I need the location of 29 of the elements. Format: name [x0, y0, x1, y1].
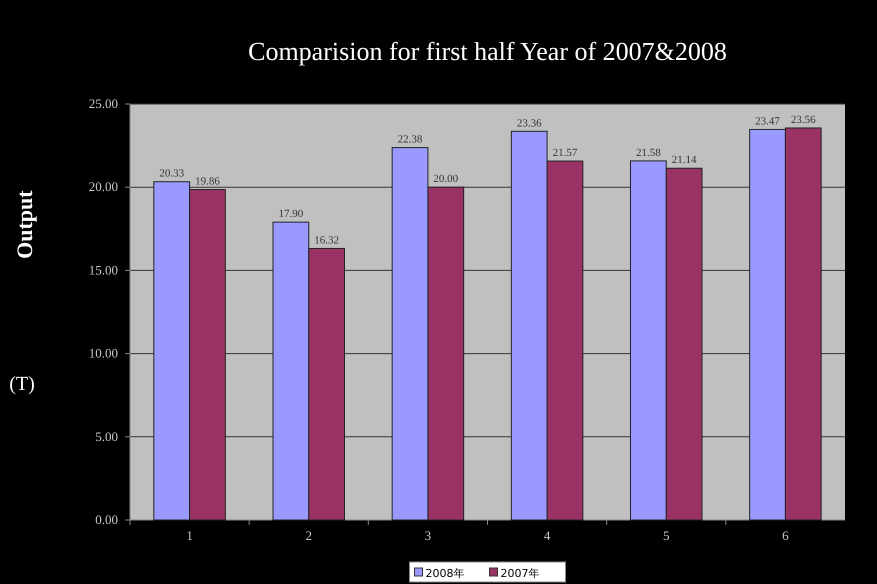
- x-tick-label: 3: [424, 528, 432, 543]
- legend-label: 2008年: [426, 567, 464, 580]
- data-label: 21.14: [672, 154, 697, 166]
- x-tick-label: 5: [663, 528, 670, 543]
- data-label: 22.38: [398, 134, 423, 146]
- data-label: 20.00: [433, 173, 459, 186]
- data-label: 21.57: [552, 147, 578, 160]
- data-label: 23.36: [516, 117, 542, 130]
- legend-label: 2007年: [500, 567, 540, 580]
- x-tick-label: 1: [186, 528, 193, 543]
- y-tick-label: 25.00: [88, 96, 118, 111]
- y-tick-label: 0.00: [95, 512, 118, 527]
- data-label: 21.58: [636, 146, 662, 159]
- data-label: 19.86: [195, 176, 220, 188]
- x-tick-label: 4: [544, 528, 551, 543]
- chart-title: Comparision for first half Year of 2007&2008: [248, 37, 727, 66]
- text: (T): [9, 373, 35, 395]
- x-tick-label: 6: [782, 528, 790, 543]
- y-axis-title: Output: [12, 190, 37, 259]
- y-tick-label: 5.00: [95, 428, 118, 444]
- y-tick-label: 20.00: [88, 179, 118, 194]
- data-label: 16.32: [314, 234, 339, 246]
- y-tick-label: 15.00: [88, 262, 118, 278]
- data-label: 17.90: [278, 208, 304, 220]
- x-tick-label: 2: [306, 528, 312, 543]
- y-tick-label: 10.00: [88, 346, 118, 361]
- data-label: 23.47: [755, 115, 780, 128]
- data-label: 23.56: [790, 114, 816, 126]
- data-label: 20.33: [159, 168, 185, 180]
